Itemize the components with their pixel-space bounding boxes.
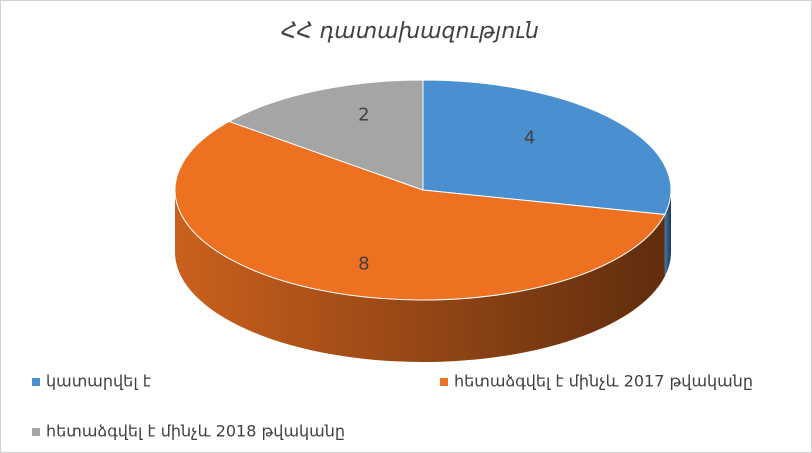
legend-swatch [32, 428, 40, 436]
chart-title: ՀՀ դատախազություն [281, 19, 539, 44]
data-label: 8 [358, 253, 369, 274]
slice [422, 79, 672, 216]
slice [174, 120, 666, 301]
slice [227, 79, 424, 191]
legend-swatch [32, 378, 40, 386]
data-label: 2 [358, 105, 369, 126]
legend-label: հետաձգվել է մինչև 2017 թվականը [454, 372, 753, 391]
legend-swatch [440, 378, 448, 386]
data-label: 4 [524, 128, 535, 149]
slice-side-shade [175, 190, 665, 362]
legend-label: հետաձգվել է մինչև 2018 թվականը [46, 422, 345, 441]
legend-label: կատարվել է [46, 372, 151, 391]
